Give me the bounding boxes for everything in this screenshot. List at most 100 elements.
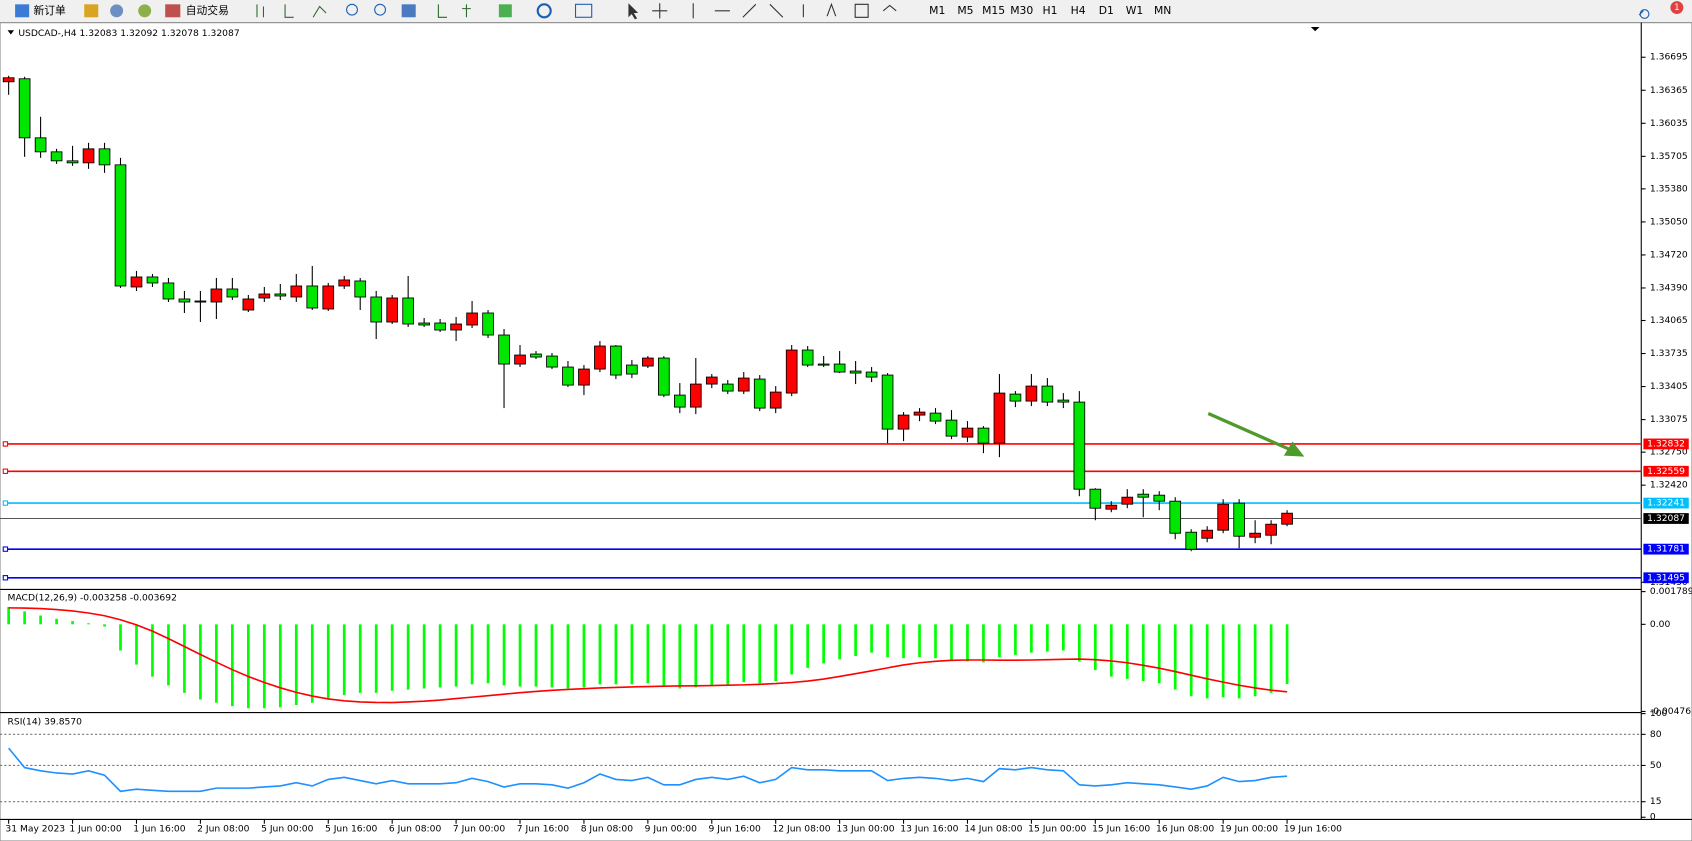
y-tick-label: 1.36365: [1650, 85, 1688, 96]
y-tick-label: 1.32420: [1650, 480, 1688, 491]
candle-body: [898, 415, 909, 429]
timeframe-button[interactable]: MN: [1154, 4, 1171, 17]
x-tick-label: 6 Jun 08:00: [389, 824, 442, 835]
candle-body: [994, 393, 1005, 443]
y-tick-label: 1.34720: [1650, 249, 1688, 260]
y-tick-label: 1.34065: [1650, 315, 1688, 326]
candle-body: [738, 378, 749, 391]
candle-body: [1122, 497, 1133, 504]
y-tick-label: 1.36695: [1650, 52, 1688, 63]
candle-body: [850, 371, 861, 373]
candle-body: [834, 364, 845, 372]
x-tick-label: 16 Jun 08:00: [1156, 824, 1214, 835]
x-tick-label: 7 Jun 00:00: [453, 824, 506, 835]
x-tick-label: 9 Jun 00:00: [645, 824, 698, 835]
candle-body: [866, 372, 877, 377]
candle-body: [467, 313, 478, 325]
level-label: 1.32832: [1647, 438, 1685, 449]
x-tick-label: 19 Jun 16:00: [1284, 824, 1342, 835]
tool-icon[interactable]: [84, 4, 98, 17]
candle-body: [882, 375, 893, 429]
x-tick-label: 8 Jun 08:00: [581, 824, 634, 835]
y-tick-label: 1.33735: [1650, 348, 1688, 359]
x-tick-label: 2 Jun 08:00: [197, 824, 250, 835]
candle-body: [1170, 501, 1181, 533]
y-tick-label: 0.001789: [1650, 586, 1692, 597]
timeframe-button[interactable]: W1: [1126, 4, 1144, 17]
candle-body: [195, 301, 206, 302]
y-tick-label: 1.35380: [1650, 183, 1688, 194]
candle-body: [1202, 530, 1213, 538]
candle-body: [770, 392, 781, 408]
candle-body: [1250, 533, 1261, 537]
candle-body: [658, 358, 669, 395]
candle-body: [531, 354, 542, 357]
candle-body: [99, 149, 110, 165]
candle-body: [722, 384, 733, 391]
macd-title: MACD(12,26,9) -0.003258 -0.003692: [8, 593, 177, 604]
x-tick-label: 1 Jun 16:00: [133, 824, 186, 835]
candle-body: [83, 149, 94, 163]
x-tick-label: 5 Jun 16:00: [325, 824, 378, 835]
candle-body: [371, 297, 382, 322]
candle-body: [307, 286, 318, 308]
y-tick-label: 80: [1650, 729, 1662, 740]
tool-icon[interactable]: [138, 4, 151, 17]
candle-body: [227, 289, 238, 297]
candle-body: [259, 294, 270, 298]
auto-trading-button[interactable]: 自动交易: [186, 4, 229, 17]
candle-body: [1026, 386, 1037, 401]
candle-body: [115, 165, 126, 286]
x-tick-label: 13 Jun 00:00: [836, 824, 894, 835]
candle-body: [1010, 394, 1021, 401]
x-tick-label: 15 Jun 00:00: [1028, 824, 1086, 835]
y-tick-label: 1.33405: [1650, 381, 1688, 392]
candle-body: [339, 280, 350, 286]
candle-body: [1234, 503, 1245, 536]
rsi-title: RSI(14) 39.8570: [8, 717, 83, 728]
level-label: 1.32559: [1647, 466, 1685, 477]
level-label: 1.31781: [1647, 544, 1685, 555]
level-label: 1.32241: [1647, 498, 1685, 509]
new-order-icon[interactable]: [15, 4, 29, 17]
timeframe-button[interactable]: M5: [957, 4, 973, 17]
candle-body: [483, 313, 494, 335]
indicators-icon[interactable]: [499, 4, 512, 17]
candle-body: [563, 367, 574, 385]
level-handle: [3, 442, 7, 446]
candle-body: [962, 428, 973, 437]
candle-body: [243, 299, 254, 310]
timeframe-button[interactable]: M30: [1010, 4, 1033, 17]
toolbar-bg: [0, 0, 1692, 22]
timeframe-button[interactable]: H1: [1042, 4, 1057, 17]
y-tick-label: 0.00: [1650, 619, 1671, 630]
candle-body: [754, 379, 765, 408]
x-tick-label: 9 Jun 16:00: [709, 824, 762, 835]
candle-body: [147, 277, 158, 283]
y-tick-label: 1.35050: [1650, 216, 1688, 227]
timeframe-button[interactable]: M1: [929, 4, 945, 17]
candle-body: [690, 384, 701, 407]
candle-body: [1186, 532, 1197, 549]
candle-body: [1042, 386, 1053, 402]
candle-body: [1218, 504, 1229, 530]
level-label: 1.31495: [1647, 572, 1685, 583]
x-tick-label: 13 Jun 16:00: [900, 824, 958, 835]
x-tick-label: 1 Jun 00:00: [69, 824, 122, 835]
new-order-button[interactable]: 新订单: [33, 4, 66, 17]
tile-icon[interactable]: [402, 4, 416, 17]
tool-icon[interactable]: [110, 4, 123, 17]
candle-body: [355, 281, 366, 297]
auto-trading-icon[interactable]: [165, 4, 180, 17]
candle-body: [163, 283, 174, 299]
timeframe-button[interactable]: D1: [1099, 4, 1114, 17]
candle-body: [595, 346, 606, 369]
candle-body: [946, 420, 957, 436]
candle-body: [1106, 505, 1117, 509]
timeframe-button[interactable]: M15: [982, 4, 1005, 17]
level-handle: [3, 576, 7, 580]
timeframe-button[interactable]: H4: [1071, 4, 1086, 17]
candle-body: [1074, 402, 1085, 489]
